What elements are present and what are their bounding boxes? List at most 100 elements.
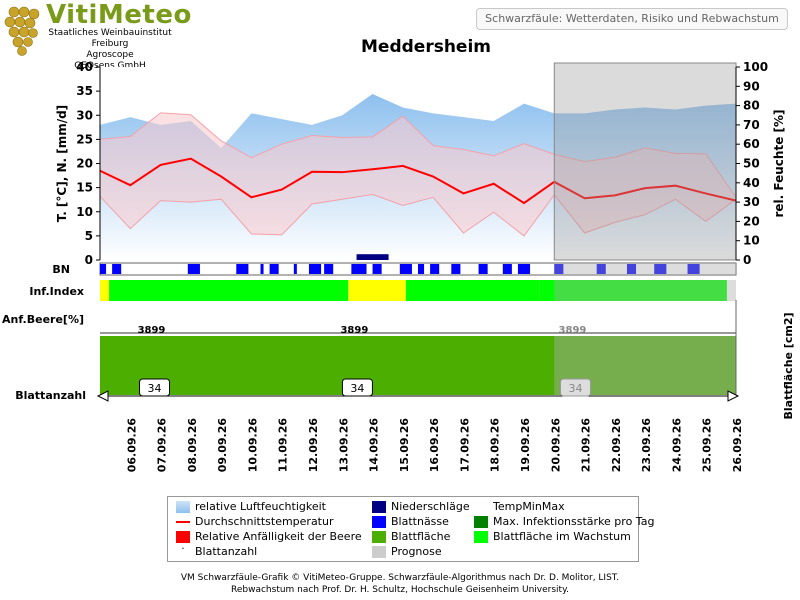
legend-tempminmax-swatch bbox=[474, 501, 488, 513]
bn-segment-0 bbox=[100, 264, 107, 274]
legend-avgtemp-label: Durchschnittstemperatur bbox=[195, 515, 334, 528]
right-tick-label-30: 30 bbox=[743, 195, 760, 209]
legend-humidity-label: relative Luftfeuchtigkeit bbox=[195, 500, 326, 513]
forecast-overlay-main bbox=[553, 62, 737, 261]
bn-segment-10 bbox=[372, 264, 382, 274]
avg-temp-line bbox=[99, 157, 737, 205]
footer-line-2: Rebwachstum nach Prof. Dr. H. Schultz, H… bbox=[231, 585, 569, 595]
leaf-area-value-1: 3899 bbox=[340, 325, 368, 336]
leaf-area-value-2: 3899 bbox=[559, 325, 587, 336]
x-tick-label-24.09.26: 24.09.26 bbox=[670, 418, 683, 473]
x-tick-label-10.09.26: 10.09.26 bbox=[246, 418, 259, 473]
left-tick-label-35: 35 bbox=[76, 84, 93, 98]
right-tick-label-90: 90 bbox=[743, 79, 760, 93]
leaf-area-block bbox=[100, 336, 736, 395]
bn-segment-2 bbox=[187, 264, 200, 274]
right-axis-title: rel. Feuchte [%] bbox=[772, 110, 786, 218]
legend-tempminmax: TempMinMax bbox=[474, 500, 565, 514]
inf-segment-0 bbox=[100, 280, 110, 301]
legend-suscept: Relative Anfälligkeit der Beere bbox=[176, 530, 362, 544]
x-tick-label-11.09.26: 11.09.26 bbox=[277, 418, 290, 473]
x-tick-label-15.09.26: 15.09.26 bbox=[398, 418, 411, 473]
legend-humidity: relative Luftfeuchtigkeit bbox=[176, 500, 326, 514]
x-tick-label-06.09.26: 06.09.26 bbox=[125, 418, 138, 473]
x-tick-label-20.09.26: 20.09.26 bbox=[549, 418, 562, 473]
bn-segment-16 bbox=[502, 264, 512, 274]
legend-forecast-swatch bbox=[372, 546, 386, 558]
forecast-overlay-bn bbox=[554, 263, 736, 275]
bn-segment-1 bbox=[112, 264, 122, 274]
leaf-count-label: Blattanzahl bbox=[15, 389, 86, 402]
right-tick-label-10: 10 bbox=[743, 234, 760, 248]
legend-avgtemp-swatch bbox=[176, 521, 190, 523]
logo-institutions: Staatliches Weinbauinstitut Freiburg Agr… bbox=[40, 28, 180, 72]
right-tick-label-0: 0 bbox=[743, 253, 751, 267]
footer: VM Schwarzfäule-Grafik © VitiMeteo-Grupp… bbox=[0, 572, 800, 596]
footer-line-1: VM Schwarzfäule-Grafik © VitiMeteo-Grupp… bbox=[180, 573, 620, 583]
legend-forecast-label: Prognose bbox=[391, 545, 442, 558]
left-tick-label-30: 30 bbox=[76, 108, 93, 122]
left-tick-label-20: 20 bbox=[76, 157, 93, 171]
left-tick-label-10: 10 bbox=[76, 205, 93, 219]
left-tick-label-0: 0 bbox=[85, 253, 93, 267]
bn-segment-19 bbox=[596, 264, 606, 274]
right-tick-label-40: 40 bbox=[743, 176, 760, 190]
legend-maxinf-swatch bbox=[474, 516, 488, 528]
inf-segment-3 bbox=[405, 280, 540, 301]
forecast-overlay-inf bbox=[554, 280, 736, 301]
right-tick-label-100: 100 bbox=[743, 60, 768, 74]
legend-maxinf-label: Max. Infektionsstärke pro Tag bbox=[493, 515, 655, 528]
bn-segment-22 bbox=[687, 264, 700, 274]
leaf-count-value-0: 34 bbox=[148, 382, 162, 395]
logo-line-2: Agroscope bbox=[86, 50, 134, 60]
bn-segment-21 bbox=[654, 264, 667, 274]
right-tick-label-20: 20 bbox=[743, 214, 760, 228]
legend: relative Luftfeuchtigkeit Niederschläge … bbox=[167, 496, 654, 562]
legend-suscept-label: Relative Anfälligkeit der Beere bbox=[195, 530, 362, 543]
x-tick-label-18.09.26: 18.09.26 bbox=[489, 418, 502, 473]
leaf-count-value-2: 34 bbox=[568, 382, 582, 395]
right-tick-label-60: 60 bbox=[743, 137, 760, 151]
leaf-area-axis-title: Blattfläche [cm2] bbox=[782, 312, 795, 419]
right-tick-label-80: 80 bbox=[743, 99, 760, 113]
bn-segment-8 bbox=[324, 264, 334, 274]
inf-segment-2 bbox=[348, 280, 406, 301]
x-tick-label-08.09.26: 08.09.26 bbox=[186, 418, 199, 473]
bn-segment-18 bbox=[554, 264, 564, 274]
x-tick-label-12.09.26: 12.09.26 bbox=[307, 418, 320, 473]
legend-leafcount-swatch: · bbox=[181, 544, 185, 555]
temp-max-line bbox=[99, 112, 737, 198]
legend-leafcount-label: Blattanzahl bbox=[195, 545, 258, 558]
leaf-area-value-0: 3899 bbox=[138, 325, 166, 336]
x-tick-label-16.09.26: 16.09.26 bbox=[428, 418, 441, 473]
inf-segment-1 bbox=[109, 280, 349, 301]
legend-leafgrow: Blattfläche im Wachstum bbox=[474, 530, 631, 544]
left-tick-label-15: 15 bbox=[76, 181, 93, 195]
beere-label: Anf.Beere[%] bbox=[2, 313, 84, 326]
grape-logo-icon bbox=[4, 6, 40, 56]
legend-maxinf: Max. Infektionsstärke pro Tag bbox=[474, 515, 654, 529]
logo-line-3: GEOsens GmbH bbox=[74, 61, 146, 71]
bn-segment-20 bbox=[626, 264, 637, 274]
x-tick-label-22.09.26: 22.09.26 bbox=[610, 418, 623, 473]
x-tick-label-07.09.26: 07.09.26 bbox=[156, 418, 169, 473]
temp-minmax-band bbox=[100, 112, 736, 236]
bn-segment-11 bbox=[399, 264, 412, 274]
bn-segment-7 bbox=[308, 264, 322, 274]
precip-bar-14.09.26 bbox=[356, 254, 389, 260]
inf-segment-4 bbox=[539, 280, 727, 301]
left-tick-label-40: 40 bbox=[76, 60, 93, 74]
legend-precip-swatch bbox=[372, 501, 386, 513]
legend-leafarea: Blattfläche bbox=[372, 530, 450, 544]
legend-suscept-swatch bbox=[176, 531, 190, 543]
x-tick-label-17.09.26: 17.09.26 bbox=[458, 418, 471, 473]
left-tick-label-5: 5 bbox=[85, 229, 93, 243]
logo-text: VitiMeteo bbox=[46, 0, 192, 30]
legend-leafgrow-label: Blattfläche im Wachstum bbox=[493, 530, 631, 543]
legend-avgtemp: Durchschnittstemperatur bbox=[176, 515, 334, 529]
legend-leafarea-swatch bbox=[372, 531, 386, 543]
leaf-count-arrow-right bbox=[727, 390, 740, 402]
bn-segment-4 bbox=[260, 264, 264, 274]
bn-segment-14 bbox=[451, 264, 461, 274]
x-tick-label-09.09.26: 09.09.26 bbox=[216, 418, 229, 473]
